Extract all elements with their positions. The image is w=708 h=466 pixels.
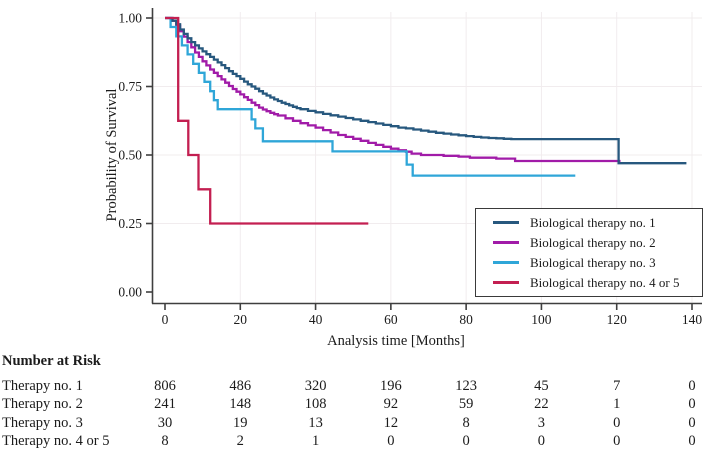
risk-value: 13: [308, 414, 323, 431]
legend-line-swatch: [493, 261, 519, 264]
risk-row-label: Therapy no. 1: [2, 378, 83, 394]
risk-row-label: Therapy no. 2: [2, 396, 83, 413]
risk-row: Therapy no. 1 806 486 320 196 123 45 7 0: [0, 378, 708, 396]
legend-label: Biological therapy no. 1: [530, 214, 656, 230]
curve-biological-therapy-no-3: [165, 16, 576, 177]
y-tick-label: 1.00: [118, 11, 142, 26]
risk-value: 45: [534, 378, 549, 394]
risk-row-label: Therapy no. 3: [2, 414, 83, 431]
risk-value: 30: [157, 414, 173, 431]
survival-chart: 1.000.750.500.250.00 0 20 40 60 80 100 120 140 …: [104, 8, 703, 349]
risk-value: 0: [613, 433, 621, 450]
x-tick-label: 40: [309, 312, 323, 327]
risk-row-label: Therapy no. 4 or 5: [2, 433, 110, 450]
risk-row: Therapy no. 2 241 148 108 92 59 22 1 0: [0, 396, 708, 414]
risk-value: 3: [537, 414, 546, 431]
legend-item: Biological therapy no. 1: [493, 213, 702, 233]
legend-label: Biological therapy no. 2: [530, 234, 656, 250]
x-tick-label: 0: [162, 312, 169, 327]
curve-biological-therapy-no-2: [165, 16, 621, 163]
risk-value: 0: [688, 378, 696, 394]
x-tick-label: 140: [682, 312, 703, 327]
risk-value: 0: [688, 396, 696, 413]
risk-table: Number at Risk Therapy no. 1 806 486 320 196…: [0, 351, 708, 466]
risk-value: 806: [154, 378, 176, 394]
risk-value: 0: [537, 433, 546, 450]
risk-value: 0: [462, 433, 470, 450]
y-axis-ticks: 1.00 0.75 0.50 0.25 0.00: [118, 11, 153, 300]
legend-label: Biological therapy no. 3: [530, 254, 656, 270]
risk-value: 22: [534, 396, 549, 413]
x-tick-label: 80: [459, 312, 473, 327]
risk-value: 486: [229, 378, 252, 394]
x-axis-title: Analysis time [Months]: [327, 333, 465, 349]
risk-value: 2: [236, 433, 244, 450]
risk-row: Therapy no. 4 or 5 8 2 1 0 0 0 0 0: [0, 433, 708, 451]
x-tick-label: 20: [234, 312, 248, 327]
curve-biological-therapy-no-4-or-5: [165, 16, 369, 225]
risk-value: 241: [154, 396, 176, 413]
risk-value: 8: [161, 433, 169, 450]
x-axis-ticks: 0 20 40 60 80 100 120 140: [162, 303, 703, 327]
risk-value: 148: [229, 396, 252, 413]
risk-value: 0: [387, 433, 395, 450]
risk-value: 8: [462, 414, 470, 431]
risk-row: Therapy no. 3 30 19 13 12 8 3 0 0: [0, 415, 708, 433]
y-tick-label: 0.75: [118, 79, 142, 94]
risk-value: 92: [383, 396, 399, 413]
risk-value: 108: [304, 396, 327, 413]
risk-value: 320: [304, 378, 327, 394]
risk-value: 0: [613, 414, 621, 431]
legend-line-swatch: [493, 241, 519, 244]
risk-table-title: Number at Risk: [2, 353, 101, 369]
legend: Biological therapy no. 1 Biological thera…: [475, 208, 703, 297]
risk-value: 1: [311, 433, 320, 450]
legend-label: Biological therapy no. 4 or 5: [530, 274, 680, 290]
y-tick-label: 0.50: [118, 148, 142, 163]
risk-value: 1: [613, 396, 621, 413]
risk-value: 12: [383, 414, 399, 431]
risk-value: 123: [455, 378, 477, 394]
risk-value: 59: [458, 396, 474, 413]
risk-value: 0: [688, 433, 696, 450]
legend-item: Biological therapy no. 4 or 5: [493, 273, 702, 293]
x-tick-label: 100: [531, 312, 552, 327]
y-axis-title: Probability of Survival: [104, 89, 120, 222]
risk-value: 7: [613, 378, 621, 394]
y-tick-label: 0.25: [118, 216, 142, 231]
y-tick-label: 0.00: [118, 285, 142, 300]
x-tick-label: 60: [384, 312, 398, 327]
risk-value: 0: [688, 414, 696, 431]
curve-biological-therapy-no-1: [165, 16, 687, 165]
x-tick-label: 120: [607, 312, 628, 327]
legend-item: Biological therapy no. 3: [493, 253, 702, 273]
legend-item: Biological therapy no. 2: [493, 233, 702, 253]
legend-line-swatch: [493, 221, 519, 224]
risk-value: 196: [380, 378, 402, 394]
survival-curves: [165, 16, 687, 225]
legend-line-swatch: [493, 281, 519, 284]
risk-value: 19: [233, 414, 248, 431]
